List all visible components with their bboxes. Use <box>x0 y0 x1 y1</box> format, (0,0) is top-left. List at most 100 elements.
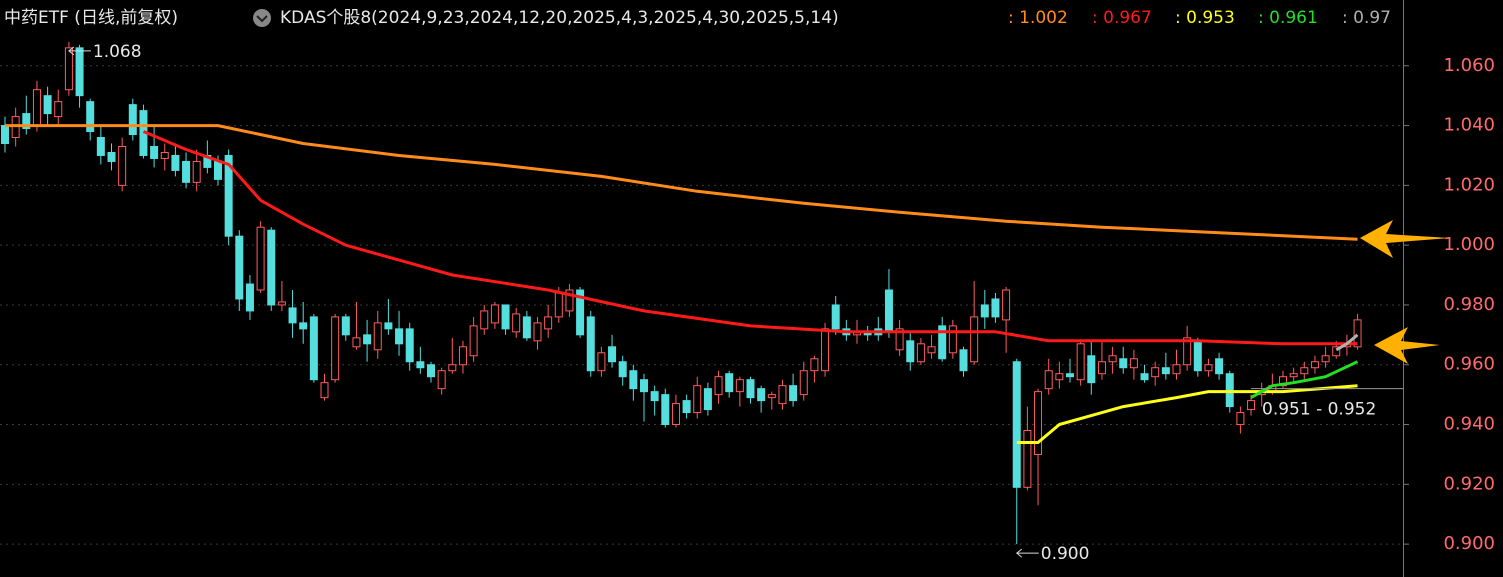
candle-body <box>991 298 1000 318</box>
legend-value: : 0.953 <box>1175 8 1235 28</box>
candle-body <box>895 328 904 351</box>
candle-body <box>118 145 127 186</box>
candle-body <box>160 151 169 159</box>
candle-body <box>448 364 457 372</box>
legend-value: : 0.961 <box>1258 8 1318 28</box>
candle-body <box>565 289 574 312</box>
candle-body <box>86 101 95 133</box>
candle-body <box>970 316 979 363</box>
candle-body <box>703 388 712 411</box>
candle-body <box>458 346 467 366</box>
candle-body <box>799 370 808 396</box>
candle-body <box>1183 337 1192 366</box>
candle-body <box>501 304 510 330</box>
candle-body <box>490 304 499 324</box>
y-tick-label: 1.020 <box>1443 174 1495 195</box>
candle-body <box>1012 361 1021 488</box>
candle-body <box>884 289 893 333</box>
candle-body <box>32 89 41 127</box>
candle-body <box>1129 358 1138 369</box>
candle-body <box>544 316 553 330</box>
dropdown-icon[interactable] <box>253 9 271 27</box>
arrow <box>1360 220 1450 258</box>
header-bg <box>0 0 1403 34</box>
candle-body <box>757 388 766 402</box>
candle-body <box>1055 373 1064 381</box>
candle-body <box>469 325 478 357</box>
ma-line <box>1016 384 1358 444</box>
candle-body <box>1289 373 1298 378</box>
candle-body <box>576 289 585 336</box>
candle-body <box>767 394 776 399</box>
candle-body <box>1161 367 1170 375</box>
range-label: 0.951 - 0.952 <box>1262 400 1376 420</box>
candle-body <box>512 313 521 333</box>
y-tick-label: 1.060 <box>1443 55 1495 76</box>
candle-body <box>384 322 393 330</box>
candle-body <box>150 145 159 159</box>
y-tick-label: 0.960 <box>1443 354 1495 375</box>
candle-body <box>245 283 254 312</box>
candle-body <box>980 304 989 318</box>
candle-body <box>1353 319 1362 348</box>
legend-value: : 0.967 <box>1092 8 1152 28</box>
chart-title: 中药ETF (日线,前复权) <box>4 8 178 28</box>
candle-body <box>778 385 787 405</box>
candle-body <box>927 346 936 354</box>
candle-body <box>1193 340 1202 372</box>
candle-body <box>586 316 595 372</box>
ma-line <box>142 130 1358 346</box>
candle-body <box>1332 346 1341 357</box>
candle-body <box>1034 391 1043 455</box>
y-tick-label: 0.980 <box>1443 294 1495 315</box>
candle-body <box>192 160 201 183</box>
candle-body <box>1310 361 1319 369</box>
candle-body <box>916 343 925 363</box>
candle-body <box>522 316 531 339</box>
candle-body <box>107 151 116 162</box>
candle-body <box>608 346 617 363</box>
annotation-arrow <box>68 46 91 56</box>
annotation-arrow <box>1015 548 1039 558</box>
candle-body <box>96 137 105 156</box>
candle-body <box>64 47 73 91</box>
candle-body <box>363 334 372 345</box>
y-tick-label: 0.920 <box>1443 473 1495 494</box>
candle-body <box>480 310 489 330</box>
candle-body <box>714 376 723 396</box>
candle-body <box>427 364 435 378</box>
candle-body <box>1151 367 1160 378</box>
candle-body <box>1087 355 1096 384</box>
candle-body <box>341 316 350 336</box>
candle-body <box>182 160 191 183</box>
candle-body <box>331 316 340 381</box>
candle-body <box>1204 364 1213 372</box>
candle-body <box>650 391 659 402</box>
candle-body <box>789 385 798 402</box>
candle-body <box>1023 430 1032 488</box>
candle-body <box>1066 373 1074 378</box>
candle-body <box>395 328 404 345</box>
candle-body <box>810 358 819 372</box>
annotation-label: 0.900 <box>1041 544 1090 564</box>
candle-body <box>1247 400 1256 411</box>
candle-body <box>671 403 680 426</box>
candle-body <box>405 328 414 363</box>
arrow <box>1374 327 1440 364</box>
candle-body <box>1097 361 1106 375</box>
candle-body <box>938 325 947 360</box>
candle-body <box>1300 367 1309 375</box>
candle-body <box>1236 412 1245 426</box>
annotation-label: 1.068 <box>93 42 142 62</box>
y-tick-label: 1.040 <box>1443 115 1495 136</box>
candle-body <box>597 352 606 372</box>
candle-body <box>948 325 957 354</box>
candle-body <box>533 322 542 342</box>
y-tick-label: 1.000 <box>1443 234 1495 255</box>
indicator-name: KDAS个股8(2024,9,23,2024,12,20,2025,4,3,20… <box>280 8 839 28</box>
candle-body <box>256 226 265 291</box>
candle-body <box>224 154 233 237</box>
candle-body <box>288 307 297 324</box>
